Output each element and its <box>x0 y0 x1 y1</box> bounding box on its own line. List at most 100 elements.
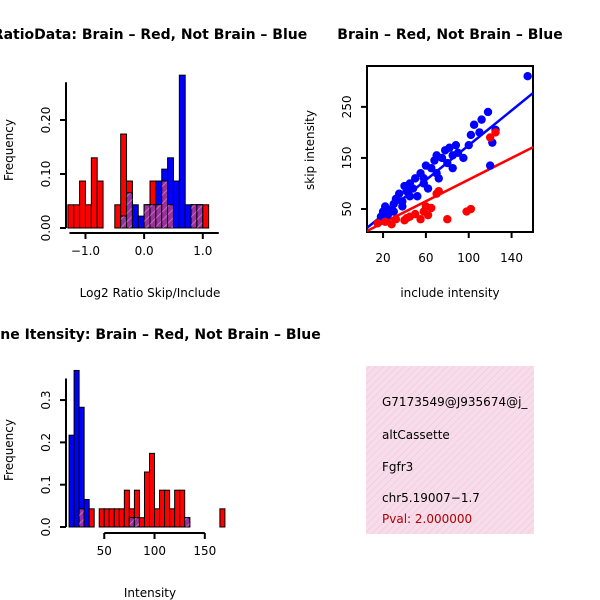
scatter-point-brain <box>443 215 452 224</box>
scatter-point-brain <box>391 215 401 224</box>
scatter-point-brain <box>423 210 433 220</box>
ratio-bar-overlap-hatch <box>191 204 197 228</box>
scatter-points <box>373 72 532 229</box>
intensity-bar-brain <box>113 508 120 528</box>
ratio-y-tick-label: 0.20 <box>39 107 53 134</box>
scatter-point-not-brain <box>434 174 443 183</box>
intensity-bar-brain <box>103 508 110 528</box>
intensity-bar-brain <box>219 508 226 528</box>
intensity-bar-brain <box>179 489 186 528</box>
scatter-point-brain <box>434 186 443 196</box>
intensity-ylabel: Frequency <box>2 419 16 481</box>
intensity-bar-brain <box>123 489 130 528</box>
scatter-point-not-brain <box>469 120 479 129</box>
scatter-point-not-brain <box>443 158 452 168</box>
intensity-bar-brain <box>108 508 115 528</box>
ratio-bar-brain <box>79 180 86 229</box>
ratio-ylabel: Frequency <box>2 119 16 181</box>
scatter-axes: 20 60 100 140 50 150 250 <box>340 95 523 265</box>
intensity-title: Gene Itensity: Brain – Red, Not Brain – … <box>0 327 321 343</box>
intensity-bar-overlap-hatch <box>79 508 85 527</box>
ratio-xlabel: Log2 Ratio Skip/Include <box>80 286 221 300</box>
scatter-point-brain <box>421 202 431 211</box>
ratio-bar-not-brain <box>178 74 186 229</box>
ratio-histogram: RatioData: Brain – Red, Not Brain – Blue… <box>0 27 307 300</box>
ratio-bar-overlap-hatch <box>150 204 156 228</box>
scatter-point-brain <box>381 217 390 226</box>
ratio-bar-not-brain <box>131 204 139 229</box>
scatter-y-tick-label: 50 <box>340 201 354 216</box>
intensity-bar-brain <box>149 452 156 528</box>
ratio-bar-overlap-hatch <box>161 181 168 228</box>
scatter-point-not-brain <box>423 184 433 193</box>
intensity-bar-overlap-hatch <box>184 517 190 527</box>
ratio-bar-overlap-hatch <box>196 204 203 228</box>
scatter-point-not-brain <box>445 143 454 152</box>
gene-name: Fgfr3 <box>382 460 413 474</box>
scatter-y-tick-label: 250 <box>340 95 354 118</box>
scatter-point-not-brain <box>453 148 463 158</box>
intensity-xlabel: Intensity <box>124 586 176 600</box>
scatter-point-not-brain <box>394 189 404 198</box>
scatter-point-not-brain <box>483 107 493 117</box>
intensity-x-tick-label: 50 <box>97 544 112 558</box>
intensity-histogram: Gene Itensity: Brain – Red, Not Brain – … <box>0 327 321 600</box>
intensity-bar-brain <box>98 508 105 528</box>
ratio-title: RatioData: Brain – Red, Not Brain – Blue <box>0 27 307 43</box>
info-background <box>366 366 534 534</box>
scatter-point-not-brain <box>398 202 407 211</box>
scatter-point-not-brain <box>477 115 486 124</box>
ratio-axes: 0.00 0.10 0.20 −1.0 0.0 1.0 <box>39 82 219 258</box>
ratio-x-tick-label: 0.0 <box>135 244 154 258</box>
intensity-bar-overlap-hatch <box>129 517 135 527</box>
scatter-y-tick-label: 150 <box>340 146 354 169</box>
ratio-y-tick-label: 0.10 <box>39 161 53 188</box>
intensity-scatter: Brain – Red, Not Brain – Blue 20 60 100 140… <box>303 27 563 300</box>
scatter-x-tick-label: 140 <box>500 251 523 265</box>
ratio-bar-brain <box>73 204 81 229</box>
scatter-point-brain <box>373 219 382 228</box>
scatter-frame <box>366 65 534 233</box>
intensity-bar-brain <box>164 489 171 528</box>
scatter-point-not-brain <box>381 202 390 211</box>
scatter-point-not-brain <box>523 72 532 81</box>
scatter-x-tick-label: 100 <box>457 251 480 265</box>
ratio-bar-overlap-hatch <box>126 192 133 228</box>
scatter-point-brain <box>416 215 425 224</box>
intensity-bar-overlap-hatch <box>134 517 140 527</box>
intensity-bar-brain <box>118 508 125 528</box>
intensity-bar-brain <box>169 508 176 528</box>
scatter-point-brain <box>485 133 495 142</box>
intensity-bar-not-brain <box>73 369 80 528</box>
ratio-bar-overlap-hatch <box>144 204 150 228</box>
scatter-point-not-brain <box>464 140 473 150</box>
ratio-bar-overlap-hatch <box>167 204 174 228</box>
scatter-point-not-brain <box>405 192 415 201</box>
intensity-axes: 0.0 0.1 0.2 0.3 50 100 150 <box>39 378 216 558</box>
intensity-y-tick-label: 0.0 <box>39 517 53 536</box>
ratio-x-tick-label: −1.0 <box>71 244 100 258</box>
ratio-bar-overlap-hatch <box>155 204 162 228</box>
scatter-point-not-brain <box>451 140 461 150</box>
scatter-point-not-brain <box>466 130 476 140</box>
scatter-x-tick-label: 20 <box>375 251 390 265</box>
ratio-bar-not-brain <box>184 204 192 229</box>
intensity-bar-brain <box>159 489 166 528</box>
ratio-y-tick-label: 0.00 <box>39 215 53 242</box>
ratio-bar-brain <box>84 204 92 229</box>
intensity-y-tick-label: 0.3 <box>39 391 53 410</box>
scatter-point-brain <box>466 204 476 214</box>
intensity-bar-brain <box>88 508 95 528</box>
ratio-bar-brain <box>90 157 98 229</box>
scatter-point-not-brain <box>485 161 495 170</box>
scatter-ylabel: skip intensity <box>303 110 317 190</box>
intensity-x-tick-label: 100 <box>143 544 166 558</box>
ratio-bar-brain <box>96 180 104 229</box>
intensity-x-tick-label: 150 <box>193 544 216 558</box>
intensity-y-tick-label: 0.1 <box>39 475 53 494</box>
intensity-y-tick-label: 0.2 <box>39 433 53 452</box>
scatter-point-brain <box>402 214 411 223</box>
intensity-bar-not-brain <box>83 499 90 528</box>
ratio-bar-brain <box>67 204 75 229</box>
